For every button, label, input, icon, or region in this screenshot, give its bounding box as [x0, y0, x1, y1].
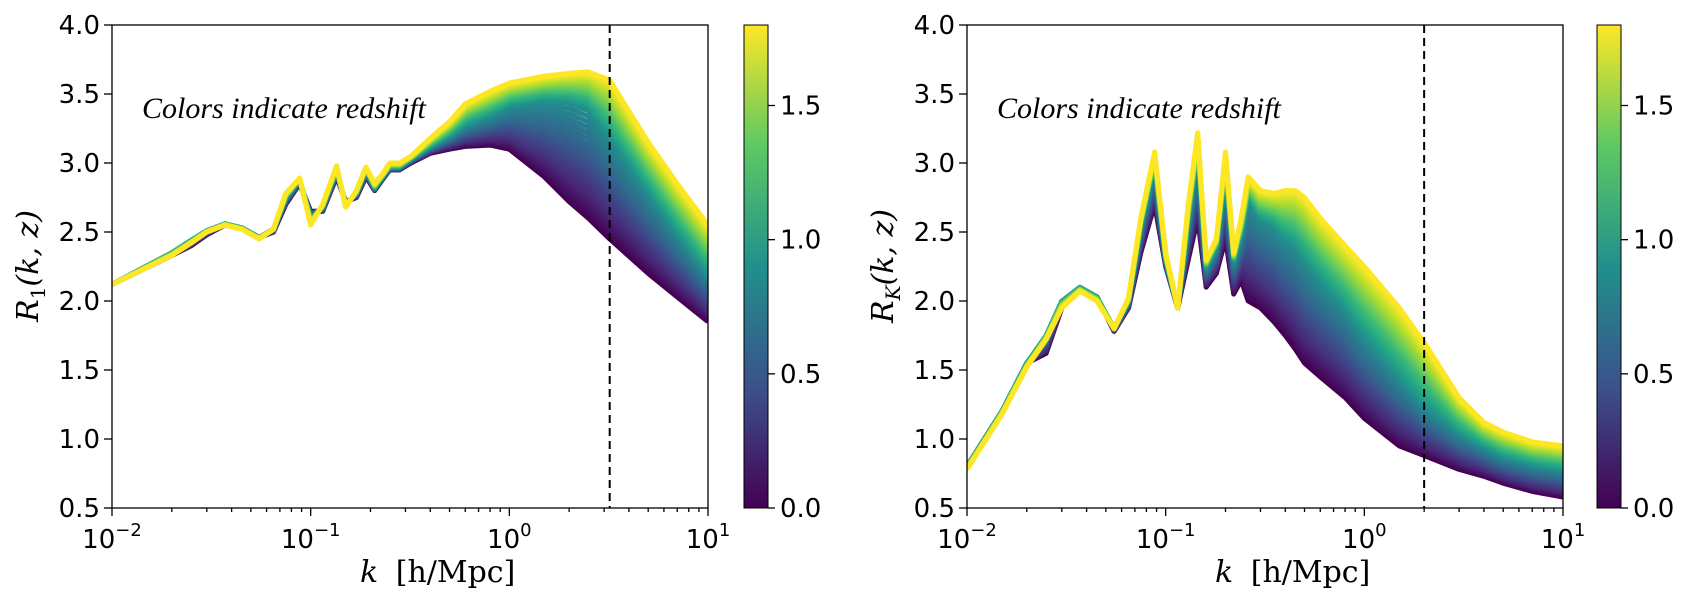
left-colorbar-tick-label: 1.5	[780, 92, 821, 122]
left-panel: 10−2 10−1 100 101 0.51.01.52.02.53.03.54.0 …	[11, 11, 821, 590]
right-y-tick-label: 4.0	[914, 11, 955, 41]
left-x-tick-label: 10−1	[281, 520, 341, 555]
left-y-label: R1(k, z)	[11, 210, 50, 323]
left-y-tick-label: 2.0	[59, 287, 100, 317]
right-colorbar-ticks: 0.0 0.5 1.0 1.5	[1621, 92, 1674, 524]
left-y-tick-label: 2.5	[59, 218, 100, 248]
left-y-tick-label: 1.5	[59, 356, 100, 386]
right-y-tick-label: 2.0	[914, 287, 955, 317]
right-y-tick-label: 3.0	[914, 149, 955, 179]
right-y-axis: 0.5 1.0 1.5 2.0 2.5 3.0 3.5 4.0	[914, 11, 967, 524]
left-plot-area	[112, 69, 708, 324]
left-y-tick-label: 1.0	[59, 425, 100, 455]
left-y-axis: 0.5 1.0 1.5 2.0 2.5 3.0 3.5 4.0	[59, 11, 112, 524]
right-plot-area	[967, 130, 1563, 500]
right-x-axis: 10−2 10−1 100 101	[937, 508, 1585, 555]
right-y-tick-label: 0.5	[914, 494, 955, 524]
left-y-label-args: (k, z)	[11, 210, 46, 286]
left-series-line-z1.80	[112, 69, 708, 287]
right-x-tick-label: 100	[1342, 520, 1387, 555]
right-y-label-main: R	[866, 300, 901, 324]
right-x-tick-label: 10−2	[937, 520, 997, 555]
left-colorbar-ticks: 0.0 0.5 1.0 1.5	[768, 92, 821, 524]
right-x-tick-label: 101	[1541, 520, 1586, 555]
right-x-label: k [h/Mpc]	[1215, 555, 1370, 590]
right-y-tick-label: 3.5	[914, 80, 955, 110]
left-y-label-sub: 1	[26, 287, 50, 300]
left-x-tick-label: 10−2	[82, 520, 142, 555]
left-colorbar-tick-label: 1.0	[780, 226, 821, 256]
right-colorbar-tick-label: 0.5	[1633, 360, 1674, 390]
right-colorbar-tick-label: 1.5	[1633, 92, 1674, 122]
left-y-tick-label: 0.5	[59, 494, 100, 524]
left-colorbar-tick-label: 0.5	[780, 360, 821, 390]
right-y-label-args: (k, z)	[866, 209, 901, 285]
left-y-label-main: R	[11, 299, 46, 323]
right-y-label-sub: K	[881, 284, 905, 301]
right-panel: 10−2 10−1 100 101 0.51.01.52.02.53.03.54.0 …	[866, 11, 1674, 590]
right-annotation: Colors indicate redshift	[997, 92, 1282, 125]
right-x-tick-label: 10−1	[1136, 520, 1196, 555]
right-y-tick-label: 2.5	[914, 218, 955, 248]
right-x-label-unit: [h/Mpc]	[1251, 555, 1371, 590]
right-y-label: RK(k, z)	[866, 209, 905, 324]
left-axes-frame	[111, 24, 709, 509]
right-y-tick-label: 1.0	[914, 425, 955, 455]
left-x-tick-label: 101	[686, 520, 731, 555]
left-x-axis: 10−2 10−1 100 101	[82, 508, 730, 555]
right-axes-frame	[966, 24, 1564, 509]
left-x-label: k [h/Mpc]	[360, 555, 515, 590]
left-annotation: Colors indicate redshift	[142, 92, 427, 125]
left-colorbar-tick-label: 0.0	[780, 494, 821, 524]
left-y-tick-label: 4.0	[59, 11, 100, 41]
right-colorbar	[1596, 24, 1622, 509]
right-series-line-z1.80	[967, 130, 1563, 471]
left-x-label-unit: [h/Mpc]	[396, 555, 516, 590]
right-colorbar-tick-label: 0.0	[1633, 494, 1674, 524]
left-y-tick-label: 3.5	[59, 80, 100, 110]
left-x-tick-label: 100	[487, 520, 532, 555]
right-x-label-var: k	[1215, 555, 1233, 590]
right-colorbar-tick-label: 1.0	[1633, 226, 1674, 256]
right-y-tick-label: 1.5	[914, 356, 955, 386]
left-colorbar	[743, 24, 769, 509]
left-y-tick-label: 3.0	[59, 149, 100, 179]
left-x-label-var: k	[360, 555, 378, 590]
